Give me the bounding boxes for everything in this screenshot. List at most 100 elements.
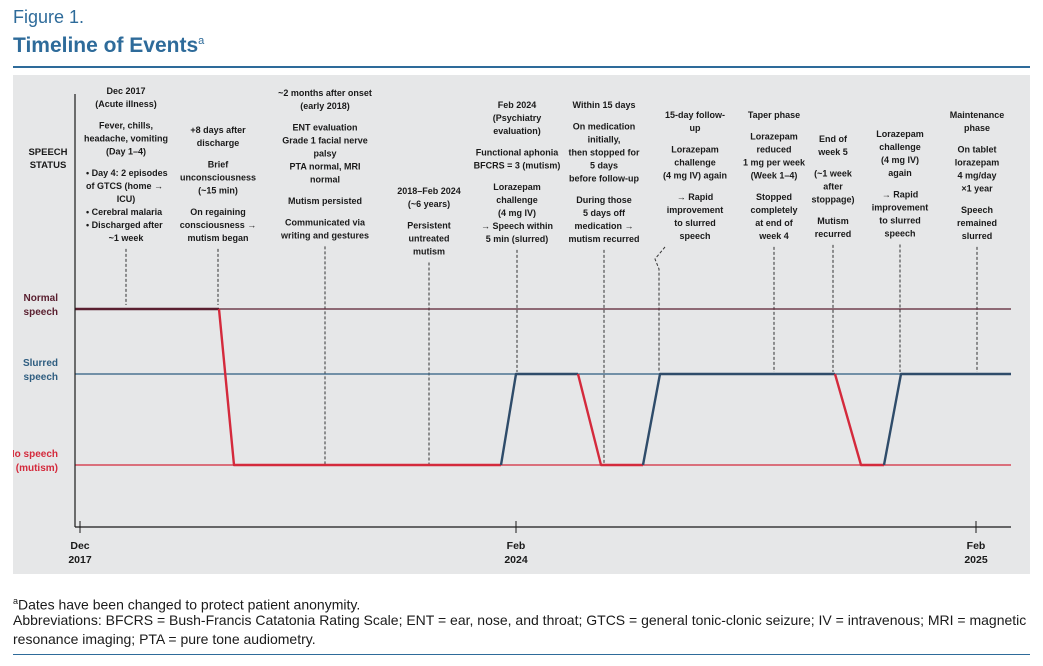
annotation-line: Maintenance (950, 110, 1005, 120)
status-trace-segment (576, 373, 643, 467)
annotation-line: ENT evaluation (292, 122, 357, 132)
annotation-line: Fever, chills, (99, 120, 153, 130)
annotation-line: ~2 months after onset (278, 88, 372, 98)
status-trace-segment (641, 372, 835, 466)
level-label-slurred: Slurred (23, 358, 58, 369)
annotation-line: writing and gestures (280, 230, 369, 240)
x-axis-tick-label: 2025 (964, 554, 988, 566)
event-annotation: Lorazepam challenge (4 mg IV) again → Rapid i… (872, 129, 929, 372)
annotation-line: remained (957, 218, 997, 228)
level-label-normal: speech (24, 307, 58, 318)
annotation-line: On medication (573, 121, 636, 131)
annotation-line: → Rapid (882, 189, 919, 199)
annotation-line: reduced (756, 144, 791, 154)
row-label: SPEECH (28, 147, 67, 158)
annotation-line: (Psychiatry (493, 113, 542, 123)
status-trace-segment (833, 373, 884, 467)
annotation-line: unconsciousness (180, 172, 256, 182)
annotation-line: +8 days after (190, 125, 246, 135)
figure-title-text: Timeline of Events (13, 34, 199, 57)
annotation-line: (4 mg IV) again (663, 170, 727, 180)
annotation-line: Mutism persisted (288, 196, 362, 206)
annotation-line: • Cerebral malaria (86, 207, 163, 217)
annotation-line: On regaining (190, 207, 246, 217)
annotation-line: Lorazepam (876, 129, 924, 139)
level-label-normal: Normal (24, 293, 59, 304)
annotation-line: (4 mg IV) (498, 208, 536, 218)
annotation-line: phase (964, 123, 990, 133)
x-axis-tick-label: Dec (70, 540, 89, 552)
annotation-line: to slurred (879, 215, 921, 225)
annotation-line: 5 days (590, 160, 618, 170)
annotation-line: Stopped (756, 192, 792, 202)
x-axis-tick-label: Feb (967, 540, 986, 552)
annotation-line: 2018–Feb 2024 (397, 186, 461, 196)
event-annotation: Dec 2017 (Acute illness) Fever, chills, hea… (84, 86, 168, 305)
annotation-line: (early 2018) (300, 101, 350, 111)
diagram-background (13, 75, 1030, 574)
annotation-line: after (823, 181, 843, 191)
annotation-line: to slurred (674, 218, 716, 228)
annotation-line: → Speech within (481, 221, 553, 231)
annotation-line: consciousness → (180, 220, 257, 230)
status-trace-segment (499, 372, 578, 466)
footnote-anonymity-text: Dates have been changed to protect patie… (18, 596, 361, 613)
event-annotation: 2018–Feb 2024 (~6 years) Persistent untreat… (397, 186, 461, 465)
event-annotation: Maintenance phase On tablet lorazepam 4 mg/d… (950, 110, 1005, 372)
annotation-line: ×1 year (961, 183, 993, 193)
event-annotation: Taper phase Lorazepam reduced 1 mg per week… (743, 110, 806, 372)
annotation-line: (~1 week (814, 168, 853, 178)
annotation-line: of GTCS (home → (86, 181, 163, 191)
annotation-line: Lorazepam (671, 144, 719, 154)
x-axis-tick-label: 2024 (504, 554, 528, 566)
annotation-line: slurred (962, 231, 993, 241)
x-axis-tick-label: 2017 (68, 554, 92, 566)
event-annotation: Within 15 days On medication initially, the… (568, 100, 640, 465)
annotation-line: ~1 week (109, 233, 145, 243)
annotation-line: at end of (755, 218, 794, 228)
annotation-line: mutism began (187, 233, 248, 243)
annotation-line: improvement (872, 202, 929, 212)
annotation-line: Lorazepam (750, 131, 798, 141)
title-rule (13, 66, 1030, 68)
annotation-line: untreated (408, 233, 449, 243)
annotation-line: week 5 (817, 147, 848, 157)
annotation-line: lorazepam (955, 157, 1000, 167)
annotation-line: (~6 years) (408, 199, 450, 209)
annotation-line: evaluation) (493, 126, 541, 136)
annotation-line: • Discharged after (86, 220, 163, 230)
bottom-rule (13, 654, 1030, 655)
annotation-line: 5 days off (583, 208, 626, 218)
level-label-none: (mutism) (16, 463, 58, 474)
level-labels-layer: SPEECH STATUS Normal speech Slurred speech No … (13, 147, 68, 474)
status-trace-layer (75, 307, 1011, 467)
annotation-line: mutism recurred (568, 234, 639, 244)
annotation-line: speech (884, 228, 915, 238)
annotation-line: challenge (496, 195, 538, 205)
annotation-line: • Day 4: 2 episodes (86, 168, 168, 178)
event-annotation: 15-day follow-up Lorazepam challenge (4 mg … (654, 110, 727, 372)
footnote-anonymity: aDates have been changed to protect pati… (13, 592, 1030, 614)
annotation-line: End of (819, 134, 848, 144)
event-annotation: +8 days after discharge Brief unconsciousne… (180, 125, 257, 305)
annotation-line: Speech (961, 205, 993, 215)
annotation-line: Dec 2017 (106, 86, 145, 96)
annotation-layer: Dec 2017 (Acute illness) Fever, chills, hea… (84, 86, 1004, 465)
figure-title: Timeline of Eventsa (13, 34, 204, 58)
annotation-line: before follow-up (569, 173, 639, 183)
annotation-line: normal (310, 174, 340, 184)
annotation-line: Mutism (817, 216, 849, 226)
annotation-line: medication → (574, 221, 633, 231)
annotation-line: (4 mg IV) (881, 155, 919, 165)
figure-label: Figure 1. (13, 7, 85, 27)
annotation-line: (Week 1–4) (751, 170, 798, 180)
timeline-diagram: Dec 2017 (Acute illness) Fever, chills, hea… (13, 75, 1030, 574)
annotation-line: Within 15 days (573, 100, 636, 110)
annotation-line: (Acute illness) (95, 99, 157, 109)
annotation-line: challenge (674, 157, 716, 167)
annotation-line: PTA normal, MRI (289, 161, 360, 171)
annotation-line: discharge (197, 138, 240, 148)
row-label: STATUS (30, 160, 67, 171)
status-trace-segment (217, 308, 501, 467)
annotation-line: then stopped for (569, 147, 640, 157)
